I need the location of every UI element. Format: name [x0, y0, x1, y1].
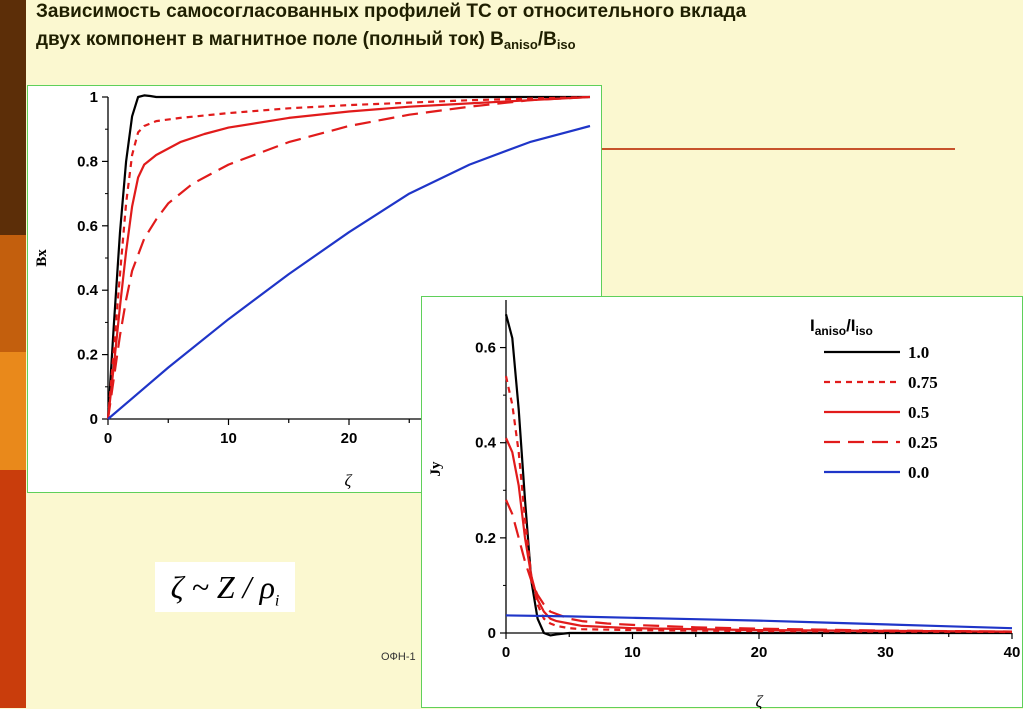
- decorative-line: [600, 148, 955, 150]
- x-axis-label: ζ: [345, 471, 353, 490]
- x-tick-label: 30: [877, 644, 894, 661]
- legend-label: 0.5: [908, 403, 929, 422]
- legend-title: Ianiso/Iiso: [810, 316, 873, 338]
- x-tick-label: 20: [341, 430, 358, 447]
- legend-title-part: aniso: [815, 324, 846, 338]
- sidebar-segment: [0, 235, 26, 352]
- x-tick-label: 0: [502, 644, 510, 661]
- series-line-0: [504, 314, 1012, 637]
- series-line-4: [107, 124, 591, 420]
- y-tick-label: 0.6: [77, 218, 98, 235]
- series-line-4: [505, 614, 1013, 630]
- x-tick-label: 40: [1004, 644, 1021, 661]
- x-tick-label: 0: [104, 430, 112, 447]
- title-line-1: Зависимость самосогласованных профилей Т…: [36, 1, 747, 22]
- legend-label: 0.25: [908, 433, 938, 452]
- footer-label: ОФН-1: [381, 651, 416, 663]
- slide-sidebar: [0, 0, 26, 708]
- x-tick-label: 20: [751, 644, 768, 661]
- bx-chart-panel: 0 0.2 0.4 0.6 0.8 1 0 10 20 ζ Bx: [27, 85, 602, 493]
- y-tick-label: 1: [90, 89, 98, 106]
- series-line-0: [106, 94, 590, 420]
- series-line-3: [106, 95, 591, 420]
- y-tick-label: 0.8: [77, 153, 98, 170]
- y-axis-label: Bx: [34, 249, 50, 267]
- series-line-2: [106, 95, 591, 420]
- series-line-2: [504, 437, 1013, 633]
- x-axis-label: ζ: [756, 692, 764, 709]
- zeta-formula: ζ ~ Z / ρi: [155, 562, 295, 612]
- legend-title-part: I: [810, 316, 815, 335]
- slide-title: Зависимость самосогласованных профилей Т…: [36, 0, 1021, 54]
- legend-title-part: iso: [856, 324, 873, 338]
- legend: Ianiso/Iiso 1.0 0.75 0.5 0.25 0.0: [810, 316, 938, 482]
- jy-chart: 0 0.2 0.4 0.6 0 10 20 30 40 ζ Jy Ianiso/Iiso 1.0 0.75…: [428, 300, 1021, 709]
- sidebar-segment: [0, 352, 26, 470]
- x-tick-label: 10: [220, 430, 237, 447]
- y-axis-label: Jy: [428, 461, 444, 477]
- y-tick-label: 0.4: [475, 435, 497, 452]
- series-line-3: [504, 499, 1013, 633]
- series-line-1: [106, 95, 591, 420]
- y-tick-label: 0.4: [77, 282, 99, 299]
- legend-label: 0.75: [908, 373, 938, 392]
- legend-label: 0.0: [908, 463, 929, 482]
- legend-label: 1.0: [908, 343, 929, 362]
- sidebar-segment: [0, 470, 26, 708]
- y-tick-label: 0: [90, 411, 98, 428]
- y-tick-label: 0.6: [475, 340, 496, 357]
- jy-chart-panel: 0 0.2 0.4 0.6 0 10 20 30 40 ζ Jy Ianiso/Iiso 1.0 0.75…: [421, 296, 1023, 709]
- legend-title-part: /I: [846, 316, 855, 335]
- x-tick-label: 10: [624, 644, 641, 661]
- series-line-1: [504, 375, 1013, 634]
- y-tick-label: 0.2: [475, 530, 496, 547]
- y-tick-label: 0.2: [77, 347, 98, 364]
- y-tick-label: 0: [488, 625, 496, 642]
- title-line-2: двух компонент в магнитное поле (полный …: [36, 29, 576, 52]
- sidebar-segment: [0, 0, 26, 235]
